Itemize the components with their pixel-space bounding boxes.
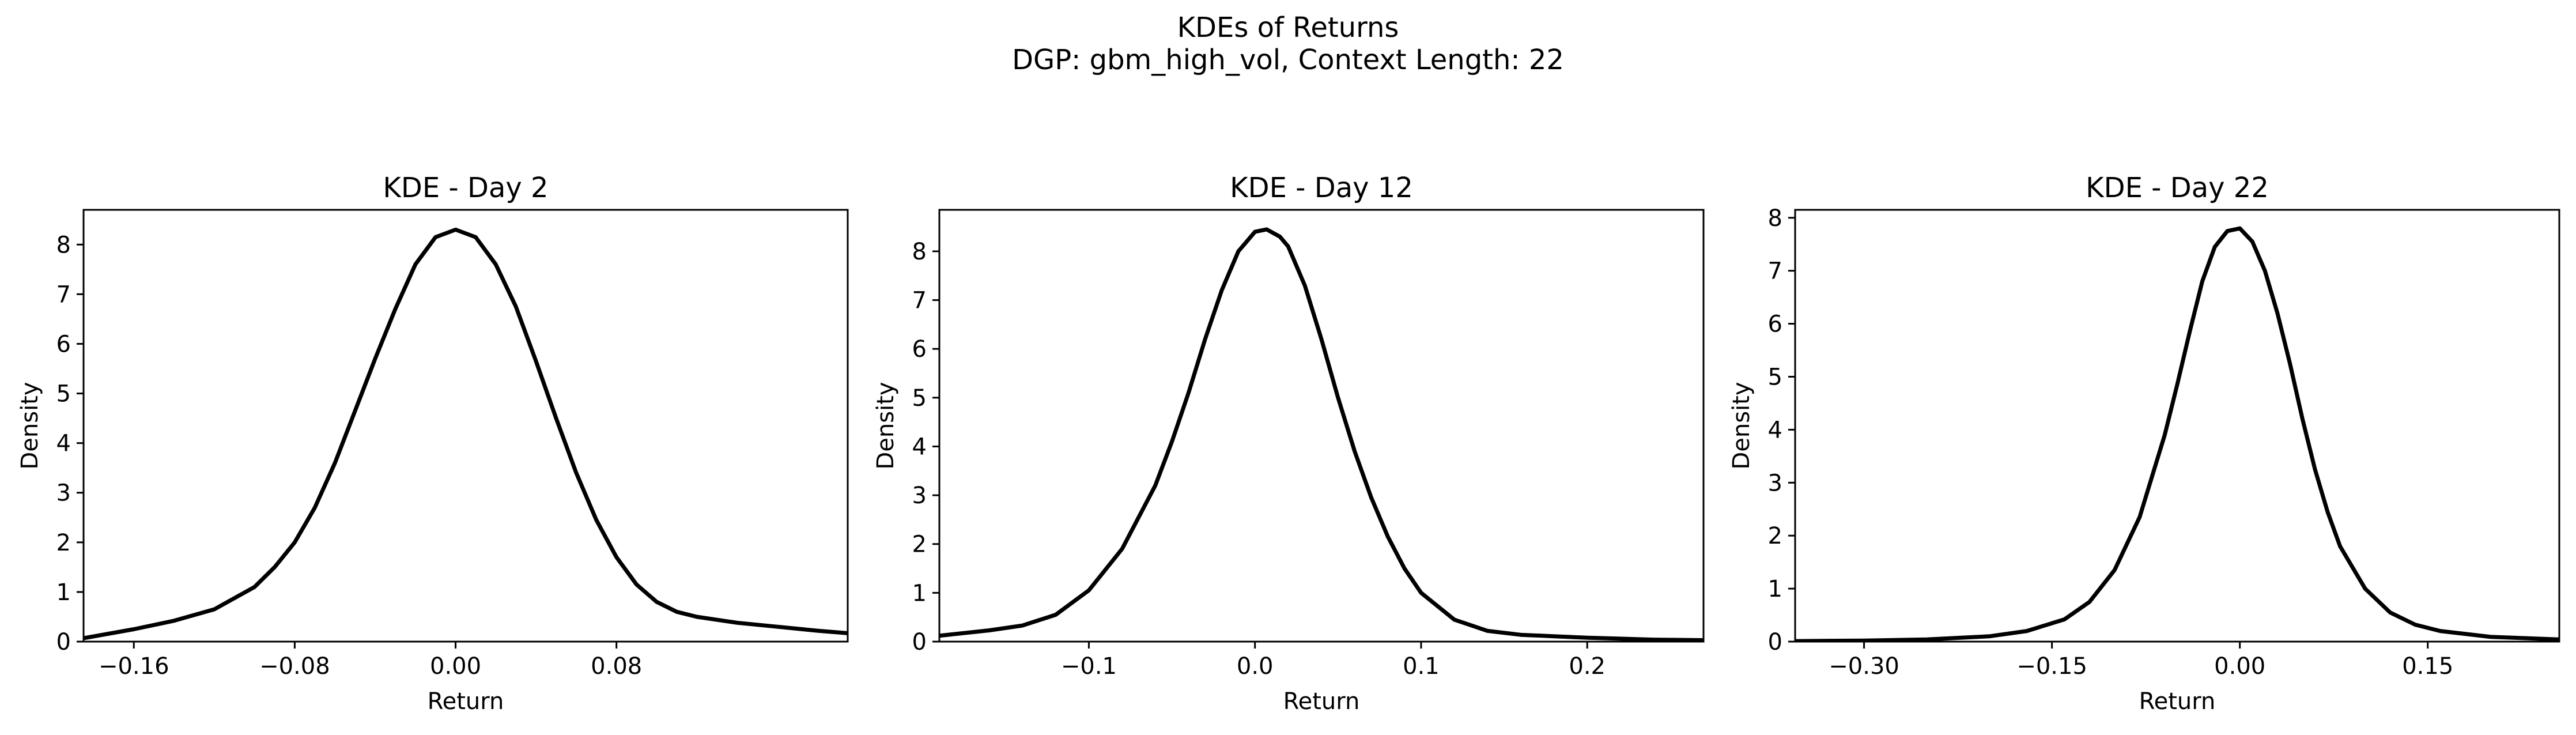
- x-tick-label: −0.30: [1829, 653, 1899, 680]
- y-tick-label: 1: [912, 580, 927, 606]
- chart-panel-1: −0.16 −0.08 0.00 0.08 0 1 2 3 4 5 6 7 8 KDE - Day 2 Re…: [17, 172, 849, 715]
- chart-panel-2: −0.1 0.0 0.1 0.2 0 1 2 3 4 5 6 7 8 KDE - Day 12 Return…: [872, 172, 1705, 715]
- y-tick-label: 8: [1768, 205, 1782, 232]
- kde-curve: [939, 227, 1704, 642]
- axes-frame: [1794, 209, 2560, 643]
- y-tick-label: 4: [56, 431, 71, 457]
- chart-title: KDE - Day 2: [383, 172, 548, 204]
- y-tick-label: 8: [56, 232, 71, 258]
- kde-curve: [1795, 226, 2559, 642]
- y-axis-label: Density: [872, 382, 899, 469]
- y-tick-label: 7: [56, 281, 71, 308]
- kde-curve: [84, 227, 848, 640]
- y-tick-label: 3: [1768, 470, 1782, 496]
- x-tick-label: −0.1: [1061, 653, 1117, 680]
- x-axis-label: Return: [2139, 688, 2216, 715]
- y-tick-label: 1: [56, 579, 71, 606]
- y-axis-label: Density: [1728, 382, 1755, 469]
- y-tick-label: 2: [56, 530, 71, 556]
- y-tick-label: 8: [912, 239, 927, 265]
- x-axis-label: Return: [1283, 688, 1360, 715]
- y-tick-label: 7: [1768, 258, 1782, 285]
- y-tick-label: 6: [56, 331, 71, 357]
- x-tick-label: 0.1: [1403, 653, 1440, 680]
- axes-frame: [938, 209, 1705, 643]
- x-tick-label: 0.00: [430, 653, 481, 680]
- y-tick-label: 5: [1768, 364, 1782, 390]
- chart-title: KDE - Day 12: [1230, 172, 1413, 204]
- y-tick-label: 3: [56, 480, 71, 507]
- figure-subtitle: DGP: gbm_high_vol, Context Length: 22: [1012, 44, 1564, 76]
- figure-title: KDEs of Returns: [1177, 12, 1399, 44]
- y-tick-label: 5: [56, 381, 71, 408]
- x-tick-label: −0.08: [259, 653, 330, 680]
- y-tick-label: 4: [912, 434, 927, 460]
- x-tick-label: −0.16: [99, 653, 169, 680]
- x-tick-label: −0.15: [2016, 653, 2087, 680]
- y-tick-label: 3: [912, 483, 927, 509]
- y-tick-label: 6: [1768, 311, 1782, 338]
- x-tick-label: 0.2: [1569, 653, 1606, 680]
- axes-frame: [82, 209, 849, 643]
- chart-title: KDE - Day 22: [2086, 172, 2269, 204]
- y-tick-label: 4: [1768, 417, 1782, 443]
- y-tick-label: 0: [912, 629, 927, 655]
- x-tick-label: 0.0: [1237, 653, 1274, 680]
- x-axis-label: Return: [428, 688, 504, 715]
- x-tick-label: 0.00: [2214, 653, 2265, 680]
- y-tick-label: 6: [912, 336, 927, 363]
- x-tick-label: 0.15: [2402, 653, 2453, 680]
- y-tick-label: 0: [1768, 629, 1782, 655]
- y-axis-label: Density: [17, 382, 43, 469]
- y-tick-label: 1: [1768, 576, 1782, 602]
- y-tick-label: 2: [912, 532, 927, 558]
- y-tick-label: 7: [912, 288, 927, 314]
- y-tick-label: 0: [56, 629, 71, 655]
- y-tick-label: 2: [1768, 523, 1782, 549]
- x-tick-label: 0.08: [591, 653, 642, 680]
- y-tick-label: 5: [912, 385, 927, 412]
- chart-panel-3: −0.30 −0.15 0.00 0.15 0 1 2 3 4 5 6 7 8 KDE - Day 22 R…: [1728, 172, 2560, 715]
